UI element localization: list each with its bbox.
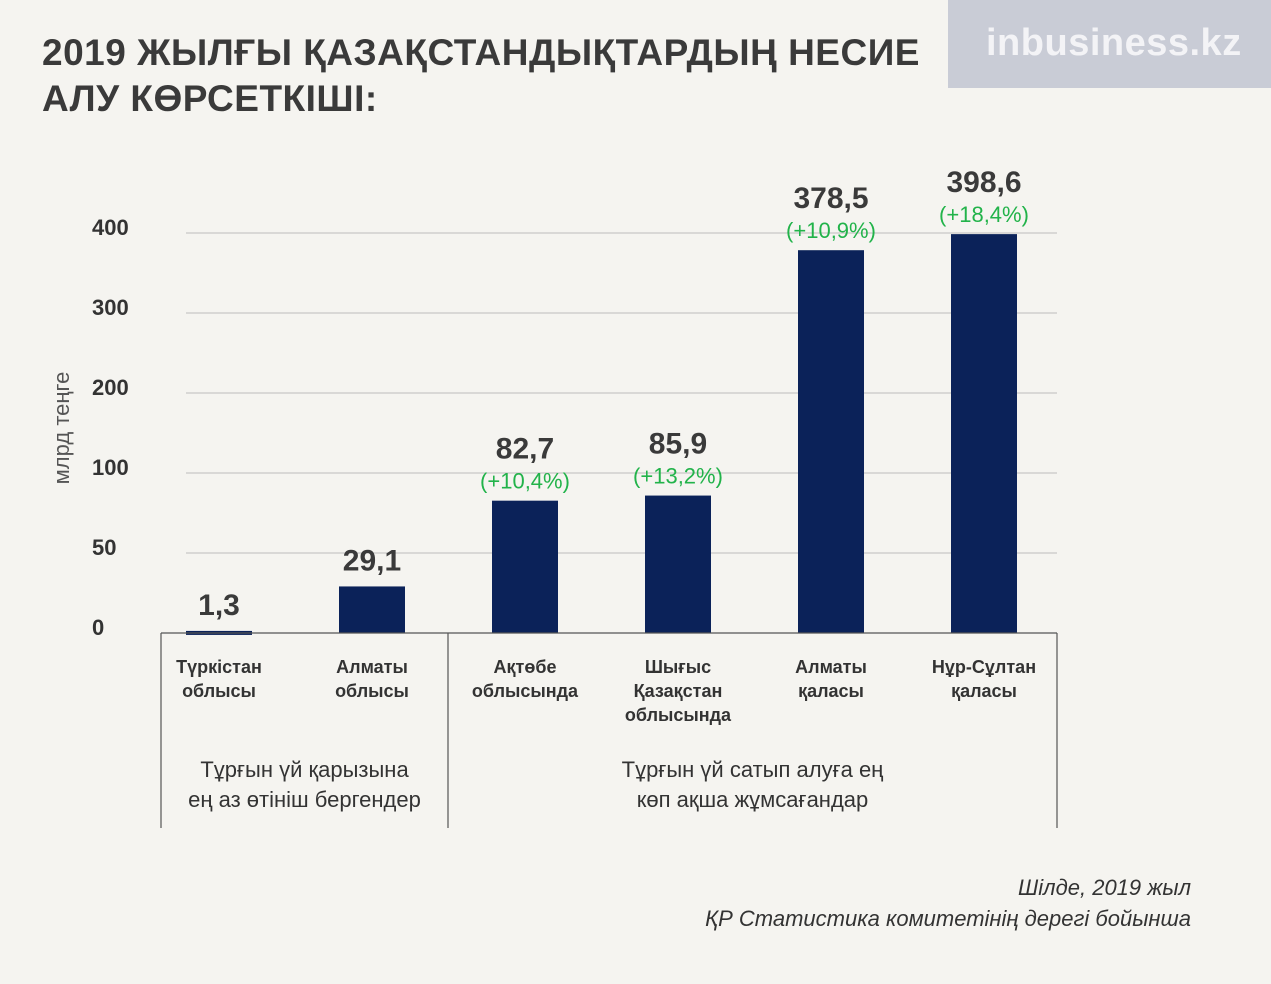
y-tick-label: 400 bbox=[92, 215, 129, 240]
category-label: Түркістан облысы bbox=[176, 657, 262, 701]
group-label: Тұрғын үй қарызына ең аз өтініш бергенде… bbox=[188, 757, 421, 812]
change-label: (+13,2%) bbox=[633, 464, 723, 489]
y-tick-label: 0 bbox=[92, 615, 104, 640]
bar bbox=[798, 250, 864, 633]
value-label: 29,1 bbox=[343, 544, 401, 577]
change-label: (+10,4%) bbox=[480, 469, 570, 494]
category-label: Шығыс Қазақстан облысында bbox=[624, 657, 732, 725]
change-label: (+10,9%) bbox=[786, 218, 876, 243]
value-label: 1,3 bbox=[198, 589, 240, 622]
bars bbox=[186, 234, 1017, 635]
value-label: 378,5 bbox=[793, 182, 868, 215]
y-tick-label: 200 bbox=[92, 375, 129, 400]
y-tick-labels: 0 50 100 200 300 400 bbox=[92, 215, 129, 640]
category-frame bbox=[160, 632, 1058, 828]
y-tick-label: 100 bbox=[92, 455, 129, 480]
footer-source: ҚР Статистика комитетінің дерегі бойынша bbox=[705, 906, 1191, 931]
category-label: Нұр-Сұлтан қаласы bbox=[931, 657, 1037, 701]
footer: Шілде, 2019 жыл ҚР Статистика комитетіні… bbox=[705, 872, 1191, 934]
bar bbox=[339, 586, 405, 633]
value-label: 82,7 bbox=[496, 433, 554, 466]
value-label: 85,9 bbox=[649, 428, 707, 461]
change-label: (+18,4%) bbox=[939, 202, 1029, 227]
category-label: Алматы облысы bbox=[335, 657, 409, 701]
y-tick-label: 50 bbox=[92, 535, 116, 560]
logo-text: inbusiness.kz bbox=[986, 22, 1242, 64]
value-labels: 1,3 29,1 82,7 (+10,4%) 85,9 (+13,2%) 378,5 (+10… bbox=[198, 166, 1029, 622]
value-label: 398,6 bbox=[946, 166, 1021, 199]
grid-lines bbox=[186, 232, 1057, 554]
bar bbox=[645, 495, 711, 633]
chart-title: 2019 ЖЫЛҒЫ ҚАЗАҚСТАНДЫҚТАРДЫҢ НЕСИЕ АЛУ … bbox=[42, 32, 920, 119]
category-label: Ақтөбе облысында bbox=[471, 657, 579, 701]
group-label: Тұрғын үй сатып алуға ең көп ақша жұмсағ… bbox=[621, 757, 884, 812]
category-label: Алматы қаласы bbox=[795, 657, 867, 701]
footer-date: Шілде, 2019 жыл bbox=[1018, 875, 1191, 900]
bar bbox=[951, 234, 1017, 633]
y-tick-label: 300 bbox=[92, 295, 129, 320]
bar bbox=[492, 500, 558, 633]
logo-badge: inbusiness.kz bbox=[948, 0, 1271, 88]
